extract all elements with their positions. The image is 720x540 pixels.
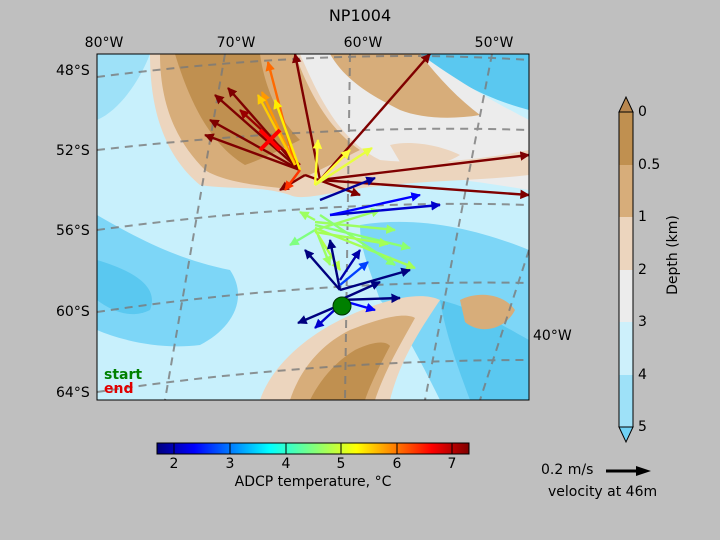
figure-title: NP1004 [328, 6, 392, 25]
temp-colorbar-label: ADCP temperature, °C [234, 474, 392, 490]
lon-label-80w: 80°W [84, 35, 124, 51]
lon-label-60w: 60°W [343, 35, 383, 51]
temp-tick-5: 5 [336, 456, 346, 472]
depth-tick-4: 4 [638, 367, 647, 383]
scale-depth-label: velocity at 46m [548, 484, 658, 500]
lat-label-56s: 56°S [56, 223, 90, 239]
depth-tick-5: 5 [638, 419, 647, 435]
lat-label-52s: 52°S [56, 143, 90, 159]
lon-label-40w: 40°W [533, 328, 572, 344]
lat-label-60s: 60°S [56, 304, 90, 320]
depth-tick-2: 2 [638, 262, 647, 278]
end-legend-label: end [104, 381, 134, 397]
temp-tick-7: 7 [447, 456, 457, 472]
depth-tick-0: 0 [638, 104, 647, 120]
lon-label-50w: 50°W [474, 35, 514, 51]
map-frame [96, 53, 530, 401]
start-marker-icon [332, 296, 352, 316]
depth-tick-1: 1 [638, 209, 647, 225]
depth-tick-0-5: 0.5 [638, 157, 661, 173]
depth-colorbar [618, 95, 634, 444]
temp-tick-6: 6 [392, 456, 402, 472]
scale-value-label: 0.2 m/s [541, 462, 594, 478]
lat-label-64s: 64°S [56, 385, 90, 401]
scale-arrow-icon [606, 466, 651, 476]
temp-tick-3: 3 [225, 456, 235, 472]
lon-label-70w: 70°W [216, 35, 256, 51]
bathymetry-map [97, 54, 529, 400]
temperature-colorbar [156, 442, 470, 455]
lat-label-48s: 48°S [56, 63, 90, 79]
end-marker-icon [258, 128, 282, 152]
depth-colorbar-label: Depth (km) [665, 215, 681, 295]
temp-tick-4: 4 [281, 456, 291, 472]
start-legend-label: start [104, 367, 143, 383]
temp-tick-2: 2 [169, 456, 179, 472]
depth-tick-3: 3 [638, 314, 647, 330]
